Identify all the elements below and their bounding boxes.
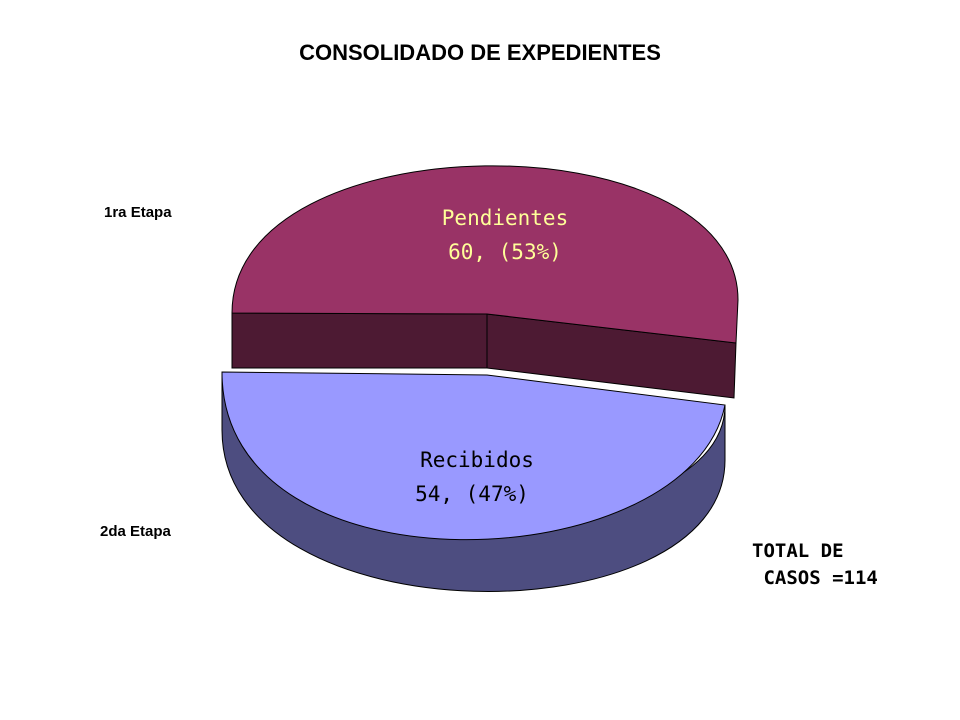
slice-recibidos-label: Recibidos <box>420 448 534 472</box>
total-cases-note: TOTAL DE CASOS =114 <box>752 538 878 592</box>
stage-label-2: 2da Etapa <box>100 523 171 540</box>
chart-title: CONSOLIDADO DE EXPEDIENTES <box>299 40 661 65</box>
total-note-line-1: TOTAL DE <box>752 540 844 562</box>
slice-pendientes-value: 60, (53%) <box>448 240 562 264</box>
slice-recibidos: Recibidos 54, (47%) <box>221 371 726 592</box>
slice-recibidos-value: 54, (47%) <box>415 482 529 506</box>
slice-pendientes-top <box>231 165 739 344</box>
slice-recibidos-top <box>221 371 726 541</box>
slice-pendientes-label: Pendientes <box>442 206 568 230</box>
slice-pendientes: Pendientes 60, (53%) <box>231 165 739 399</box>
total-note-line-2: CASOS =114 <box>752 567 878 589</box>
stage-label-1: 1ra Etapa <box>104 204 172 221</box>
